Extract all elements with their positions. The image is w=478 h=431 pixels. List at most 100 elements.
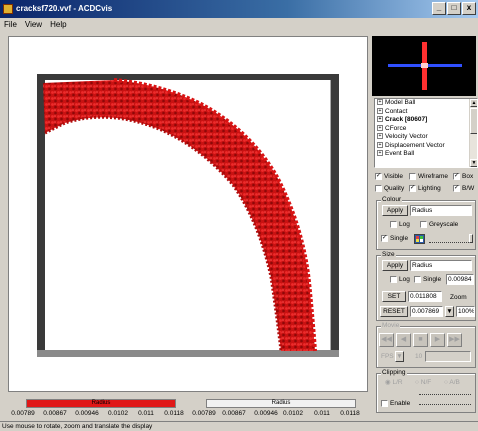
size-group: Size Apply Radius Log Single 0.00984 SET… bbox=[376, 251, 476, 321]
size-apply-button[interactable]: Apply bbox=[382, 260, 408, 271]
legend-tick: 0.00789 bbox=[192, 410, 216, 417]
size-log-checkbox[interactable]: Log bbox=[390, 275, 410, 285]
menu-help[interactable]: Help bbox=[50, 20, 67, 29]
tree-item-event-ball[interactable]: + Event Ball bbox=[377, 150, 415, 157]
size-reset-button[interactable]: RESET bbox=[380, 306, 408, 317]
tree-item-displacement-vector[interactable]: + Displacement Vector bbox=[377, 141, 445, 149]
step-back-button[interactable]: ◀ bbox=[396, 333, 411, 347]
bw-checkbox[interactable]: ✓ B/W bbox=[453, 184, 475, 192]
expand-icon[interactable]: + bbox=[377, 124, 383, 131]
scroll-down-icon[interactable]: ▼ bbox=[470, 159, 477, 167]
chevron-down-icon: ▼ bbox=[396, 353, 403, 360]
scroll-thumb[interactable] bbox=[470, 108, 477, 134]
checkbox-checked-icon[interactable]: ✓ bbox=[453, 172, 460, 180]
colour-legend-bar: Radius bbox=[26, 399, 176, 408]
size-reset-field[interactable]: 0.007869 bbox=[410, 306, 443, 317]
expand-icon[interactable]: + bbox=[377, 107, 383, 114]
crack-visualization bbox=[37, 74, 339, 357]
clip-mode-nf-radio[interactable]: ○ N/F bbox=[415, 379, 432, 386]
clip-slider-upper[interactable] bbox=[419, 387, 471, 395]
size-legend-label: Radius bbox=[271, 400, 291, 406]
stop-icon: ■ bbox=[418, 336, 423, 343]
tree-item-velocity-vector[interactable]: + Velocity Vector bbox=[377, 133, 428, 140]
wireframe-checkbox[interactable]: Wireframe bbox=[409, 172, 448, 182]
movie-progress-slider[interactable] bbox=[425, 351, 471, 362]
expand-icon[interactable]: + bbox=[377, 116, 383, 123]
tree-item-model-ball[interactable]: + Model Ball bbox=[377, 99, 416, 106]
play-button[interactable]: ▶ bbox=[430, 333, 445, 347]
checkbox-checked-icon[interactable]: ✓ bbox=[375, 172, 382, 180]
colour-apply-button[interactable]: Apply bbox=[382, 205, 408, 216]
checkbox-unchecked-icon[interactable] bbox=[390, 220, 397, 228]
size-set-field[interactable]: 0.011808 bbox=[408, 291, 442, 302]
expand-icon[interactable]: + bbox=[377, 150, 383, 157]
tree-item-contact[interactable]: + Contact bbox=[377, 107, 408, 115]
clip-enable-checkbox[interactable]: Enable bbox=[381, 399, 410, 409]
legend-tick: 0.011 bbox=[314, 410, 330, 417]
fps-dropdown-button[interactable]: ▼ bbox=[395, 351, 404, 362]
tree-item-crack[interactable]: + Crack [80607] bbox=[377, 116, 428, 123]
zoom-dropdown-button[interactable]: ▼ bbox=[445, 306, 454, 317]
colour-slider-thumb[interactable] bbox=[469, 234, 473, 243]
stop-button[interactable]: ■ bbox=[413, 333, 428, 347]
menu-view[interactable]: View bbox=[24, 20, 43, 29]
colour-swatch-button[interactable] bbox=[414, 234, 425, 244]
skip-back-button[interactable]: ◀◀ bbox=[379, 333, 394, 347]
expand-icon[interactable]: + bbox=[377, 141, 383, 148]
clipping-group-label: Clipping bbox=[381, 369, 407, 377]
expand-icon[interactable]: + bbox=[377, 99, 383, 106]
checkbox-unchecked-icon[interactable] bbox=[390, 275, 397, 283]
scroll-up-icon[interactable]: ▲ bbox=[470, 99, 477, 107]
tree-item-cforce[interactable]: + CForce bbox=[377, 124, 407, 132]
skip-forward-button[interactable]: ▶▶ bbox=[447, 333, 462, 347]
zoom-field[interactable]: 100% bbox=[456, 306, 475, 317]
legend-tick: 0.011 bbox=[138, 410, 154, 417]
clip-mode-lr-radio[interactable]: ◉ L/R bbox=[385, 379, 403, 386]
tree-scrollbar[interactable]: ▲ ▼ bbox=[469, 99, 477, 167]
3d-viewport[interactable] bbox=[8, 36, 368, 392]
expand-icon[interactable]: + bbox=[377, 133, 383, 140]
preview-axis-center bbox=[421, 63, 428, 68]
checkbox-unchecked-icon[interactable] bbox=[420, 220, 427, 228]
legend-tick: 0.0102 bbox=[283, 410, 303, 417]
colour-legend: Radius 0.00789 0.00867 0.00946 0.0102 0.… bbox=[8, 396, 194, 420]
maximize-button[interactable]: □ bbox=[447, 2, 461, 15]
quality-checkbox[interactable]: Quality bbox=[375, 184, 404, 194]
size-single-checkbox[interactable]: Single bbox=[414, 275, 441, 285]
visible-checkbox[interactable]: ✓ Visible bbox=[375, 172, 404, 180]
title-bar: cracksf720.vvf - ACDCvis _ □ x bbox=[0, 0, 478, 18]
checkbox-unchecked-icon[interactable] bbox=[414, 275, 421, 283]
size-attribute-field[interactable]: Radius bbox=[410, 260, 472, 271]
radio-icon[interactable]: ○ bbox=[444, 379, 448, 386]
step-back-icon: ◀ bbox=[400, 336, 407, 343]
size-legend-ticks: 0.00789 0.00867 0.00946 0.0102 0.011 0.0… bbox=[190, 410, 368, 418]
colour-attribute-field[interactable]: Radius bbox=[410, 205, 472, 216]
colour-slider[interactable] bbox=[429, 235, 473, 243]
checkbox-unchecked-icon[interactable] bbox=[409, 172, 416, 180]
checkbox-unchecked-icon[interactable] bbox=[375, 184, 382, 192]
skip-forward-icon: ▶▶ bbox=[449, 336, 460, 343]
checkbox-checked-icon[interactable]: ✓ bbox=[381, 234, 388, 242]
legend-tick: 0.00867 bbox=[222, 410, 246, 417]
menu-file[interactable]: File bbox=[4, 20, 17, 29]
checkbox-checked-icon[interactable]: ✓ bbox=[409, 184, 416, 192]
colour-log-checkbox[interactable]: Log bbox=[390, 220, 410, 230]
radio-icon[interactable]: ○ bbox=[415, 379, 419, 386]
checkbox-checked-icon[interactable]: ✓ bbox=[453, 184, 460, 192]
clip-slider-lower[interactable] bbox=[419, 397, 471, 405]
checkbox-unchecked-icon[interactable] bbox=[381, 399, 388, 407]
palette-icon bbox=[416, 236, 423, 242]
size-set-button[interactable]: SET bbox=[382, 291, 406, 302]
orientation-preview[interactable] bbox=[372, 36, 476, 96]
lighting-checkbox[interactable]: ✓ Lighting bbox=[409, 184, 441, 192]
box-checkbox[interactable]: ✓ Box bbox=[453, 172, 474, 180]
radio-selected-icon[interactable]: ◉ bbox=[385, 379, 391, 386]
clip-mode-ab-radio[interactable]: ○ A/B bbox=[444, 379, 460, 386]
object-tree[interactable]: + Model Ball + Contact + Crack [80607] + CFo… bbox=[374, 98, 478, 168]
colour-single-checkbox[interactable]: ✓ Single bbox=[381, 234, 409, 242]
close-button[interactable]: x bbox=[462, 2, 476, 15]
size-single-field[interactable]: 0.00984 bbox=[446, 274, 474, 285]
minimize-button[interactable]: _ bbox=[432, 2, 446, 15]
greyscale-checkbox[interactable]: Greyscale bbox=[420, 220, 458, 230]
app-icon bbox=[3, 4, 13, 14]
